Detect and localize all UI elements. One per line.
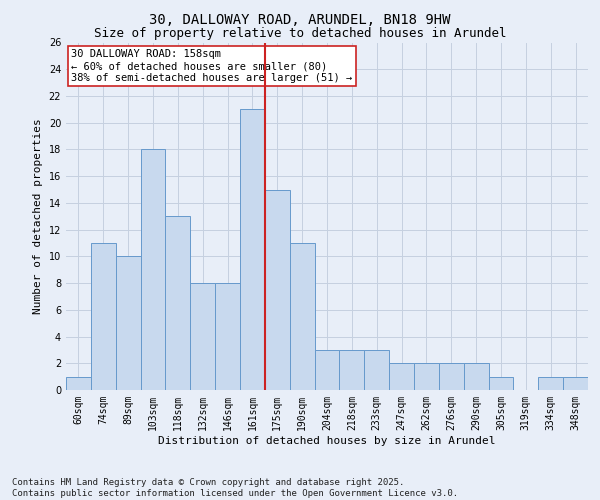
Bar <box>563 376 588 390</box>
Bar <box>91 243 116 390</box>
Bar <box>464 364 488 390</box>
Bar <box>414 364 439 390</box>
Bar <box>314 350 340 390</box>
Bar <box>488 376 514 390</box>
Bar <box>364 350 389 390</box>
Bar <box>240 110 265 390</box>
Text: Size of property relative to detached houses in Arundel: Size of property relative to detached ho… <box>94 28 506 40</box>
Bar <box>538 376 563 390</box>
Bar <box>66 376 91 390</box>
X-axis label: Distribution of detached houses by size in Arundel: Distribution of detached houses by size … <box>158 436 496 446</box>
Bar <box>340 350 364 390</box>
Bar <box>215 283 240 390</box>
Text: Contains HM Land Registry data © Crown copyright and database right 2025.
Contai: Contains HM Land Registry data © Crown c… <box>12 478 458 498</box>
Bar <box>290 243 314 390</box>
Bar <box>265 190 290 390</box>
Text: 30 DALLOWAY ROAD: 158sqm
← 60% of detached houses are smaller (80)
38% of semi-d: 30 DALLOWAY ROAD: 158sqm ← 60% of detach… <box>71 50 352 82</box>
Bar <box>116 256 140 390</box>
Bar <box>439 364 464 390</box>
Y-axis label: Number of detached properties: Number of detached properties <box>33 118 43 314</box>
Bar <box>190 283 215 390</box>
Text: 30, DALLOWAY ROAD, ARUNDEL, BN18 9HW: 30, DALLOWAY ROAD, ARUNDEL, BN18 9HW <box>149 12 451 26</box>
Bar <box>166 216 190 390</box>
Bar <box>389 364 414 390</box>
Bar <box>140 150 166 390</box>
